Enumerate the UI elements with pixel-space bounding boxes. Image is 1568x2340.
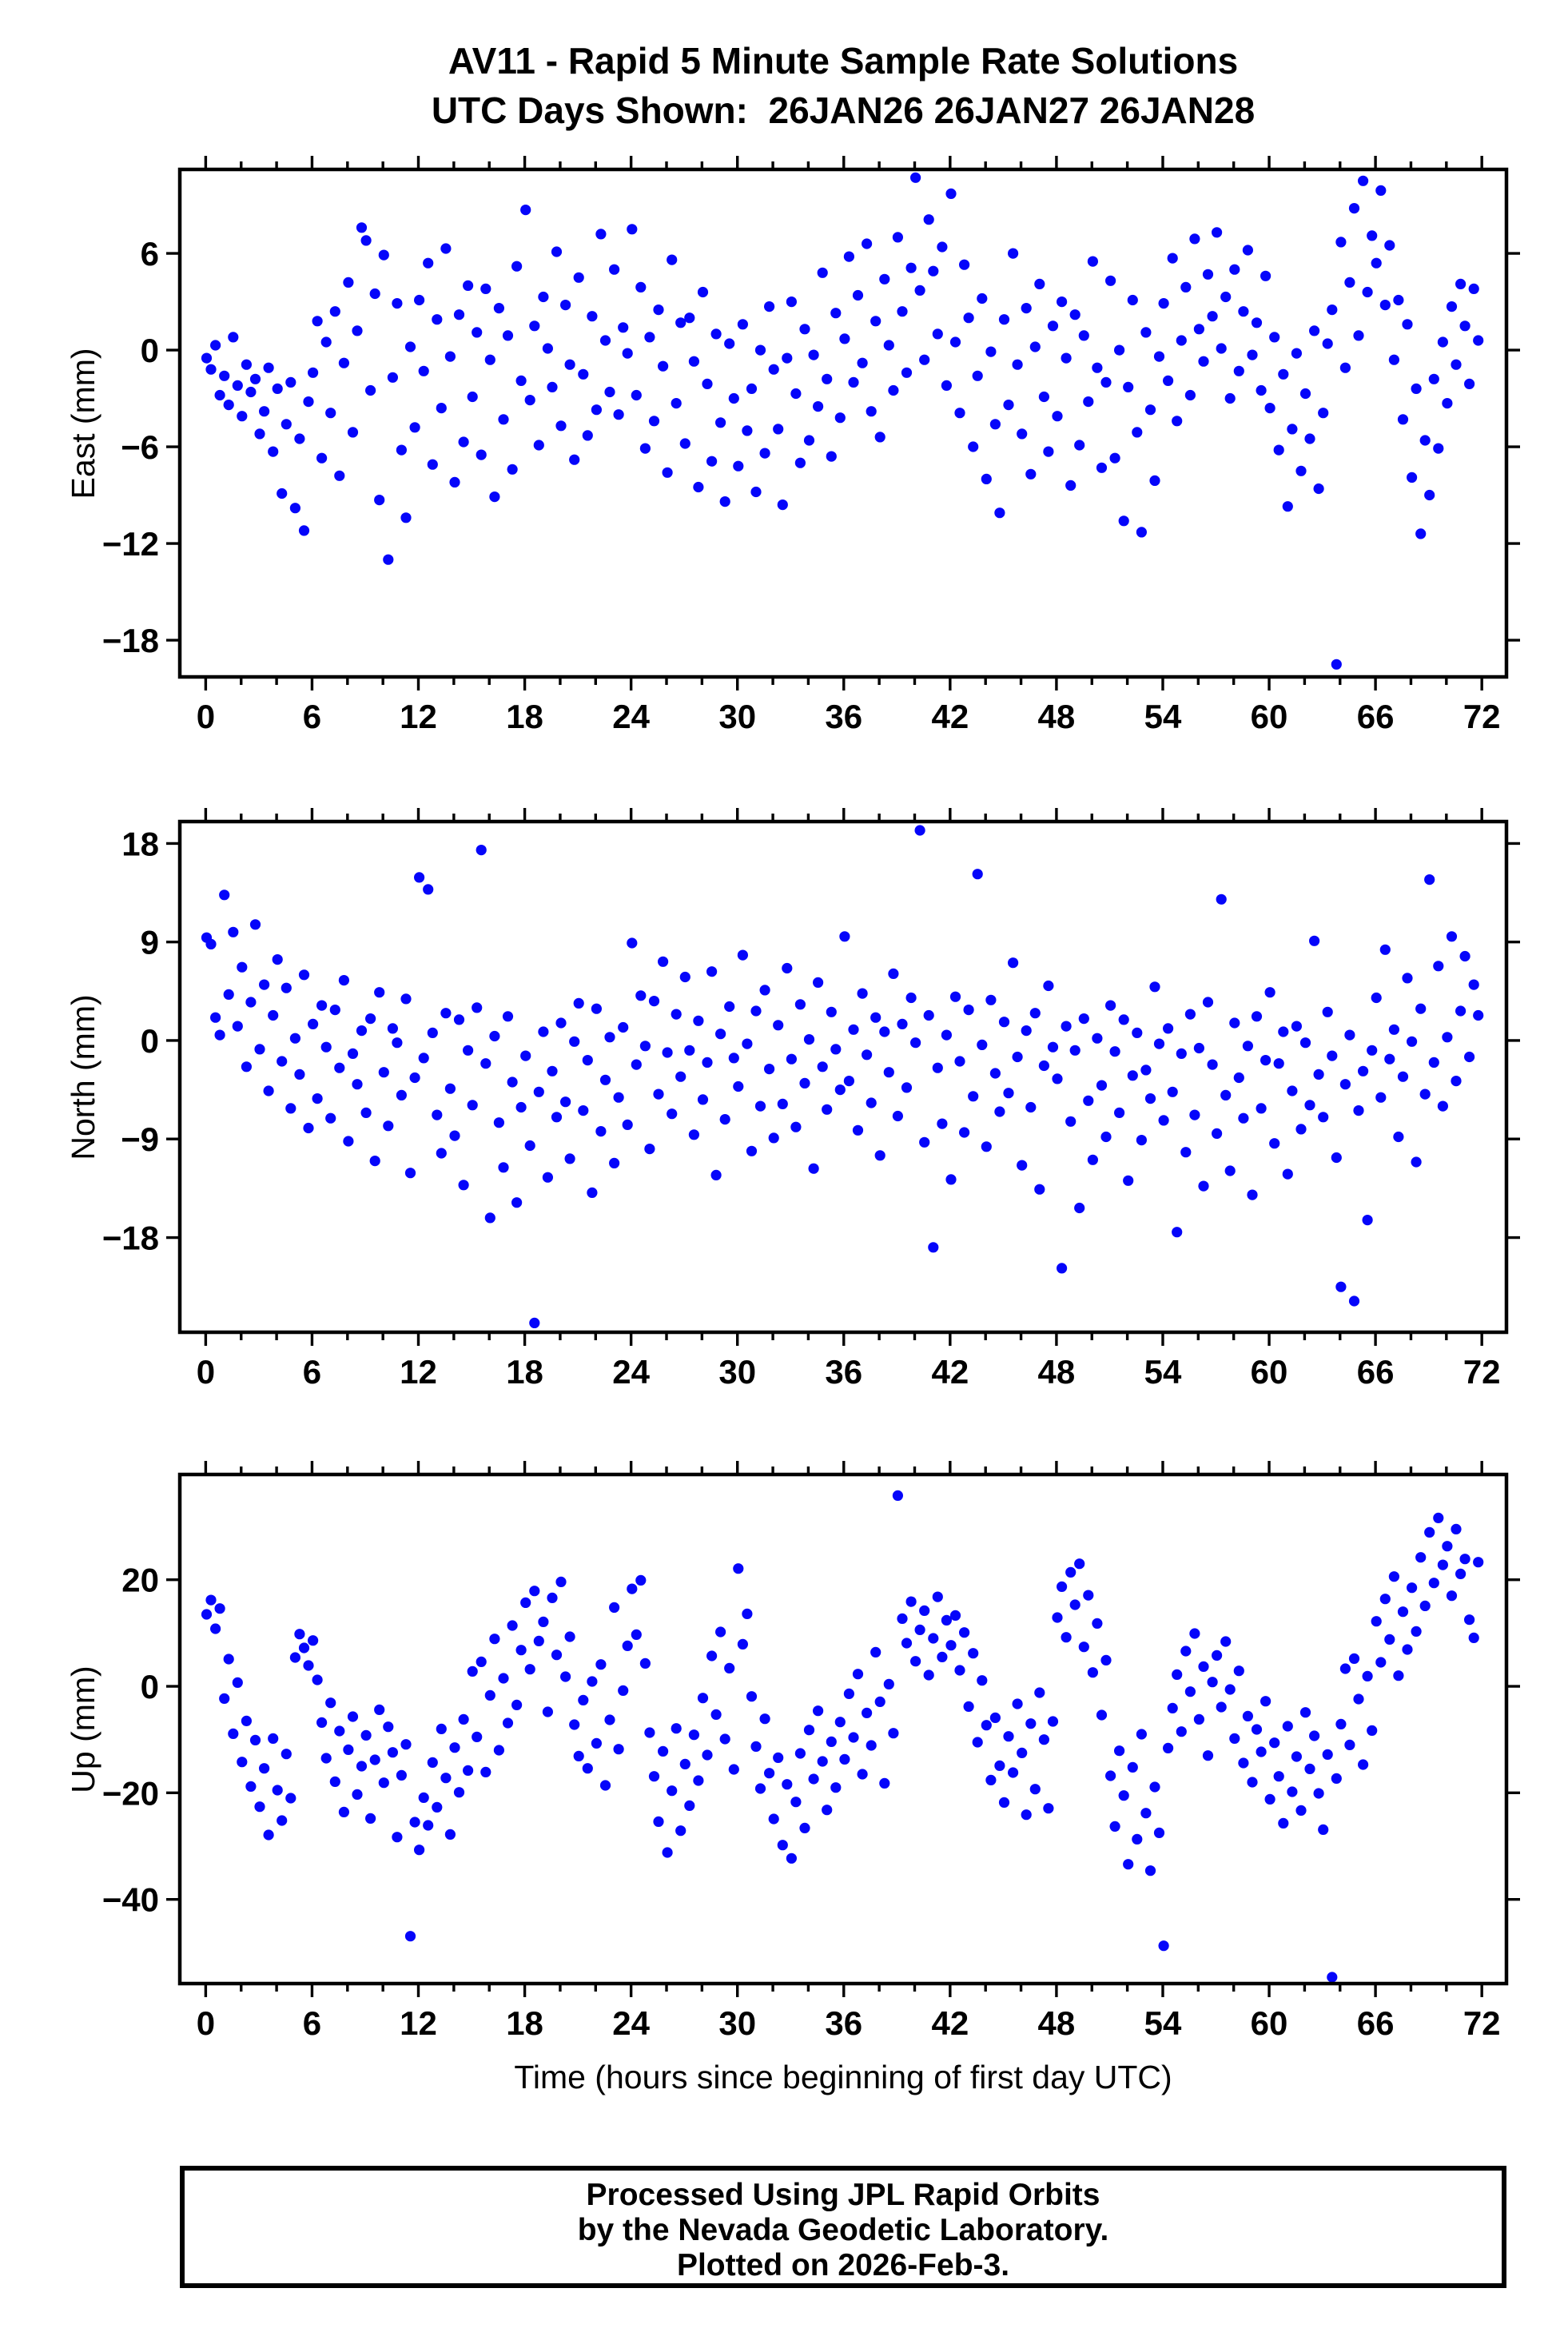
x-tick-label: 0 — [197, 1353, 215, 1391]
x-tick-label: 6 — [303, 1353, 321, 1391]
y-ticks: 18 9 0 −9 −18 — [102, 825, 1520, 1257]
footer-box: Processed Using JPL Rapid Orbits by the … — [180, 2166, 1506, 2288]
x-tick-label: 48 — [1038, 698, 1076, 735]
x-tick-label: 24 — [612, 2004, 650, 2042]
x-tick-label: 36 — [825, 2004, 862, 2042]
x-tick-label: 24 — [612, 1353, 650, 1391]
x-tick-label: 60 — [1251, 2004, 1288, 2042]
footer-line-2: by the Nevada Geodetic Laboratory. — [577, 2213, 1109, 2247]
x-tick-label: 0 — [197, 698, 215, 735]
plot-frame — [177, 1472, 1509, 1986]
y-tick-label: 0 — [141, 1668, 159, 1705]
y-tick-label: 6 — [141, 235, 159, 273]
y-tick-label: 20 — [121, 1562, 159, 1599]
x-tick-label: 72 — [1463, 1353, 1501, 1391]
north-axis-label: North (mm) — [65, 994, 101, 1160]
x-tick-label: 36 — [825, 1353, 862, 1391]
x-tick-label: 66 — [1357, 2004, 1395, 2042]
x-minor-ticks — [240, 814, 1448, 1340]
figure-title: AV11 - Rapid 5 Minute Sample Rate Soluti… — [448, 40, 1239, 82]
x-major-ticks: 0 6 12 18 24 30 36 42 48 54 60 66 72 — [197, 156, 1501, 735]
y-tick-label: 0 — [141, 332, 159, 369]
x-tick-label: 42 — [931, 1353, 969, 1391]
footer-line-1: Processed Using JPL Rapid Orbits — [586, 2178, 1100, 2212]
plot-frame — [177, 167, 1509, 679]
x-tick-label: 6 — [303, 698, 321, 735]
x-tick-label: 54 — [1144, 698, 1182, 735]
y-tick-label: −9 — [121, 1120, 159, 1158]
y-tick-label: 18 — [121, 825, 159, 862]
x-major-ticks: 0 6 12 18 24 30 36 42 48 54 60 66 72 — [197, 1461, 1501, 2042]
x-tick-label: 30 — [718, 698, 756, 735]
x-tick-label: 42 — [931, 698, 969, 735]
x-tick-label: 60 — [1251, 1353, 1288, 1391]
up-plot-points — [201, 1490, 1484, 1983]
x-tick-label: 12 — [400, 1353, 437, 1391]
y-tick-label: −18 — [102, 622, 159, 659]
east-plot-points — [201, 172, 1484, 670]
y-tick-label: −6 — [121, 428, 159, 466]
north-plot-points — [201, 825, 1484, 1328]
x-tick-label: 36 — [825, 698, 862, 735]
x-tick-label: 66 — [1357, 698, 1395, 735]
x-tick-label: 72 — [1463, 698, 1501, 735]
y-tick-label: 9 — [141, 924, 159, 961]
x-tick-label: 18 — [506, 1353, 543, 1391]
x-tick-label: 48 — [1038, 2004, 1076, 2042]
x-tick-label: 60 — [1251, 698, 1288, 735]
north-plot: 0 6 12 18 24 30 36 42 48 54 60 66 72 18 9 0 −9 −18 — [102, 808, 1520, 1391]
x-tick-label: 12 — [400, 698, 437, 735]
x-tick-label: 30 — [718, 2004, 756, 2042]
footer-line-3: Plotted on 2026-Feb-3. — [676, 2248, 1010, 2282]
y-ticks: 6 0 −6 −12 −18 — [102, 235, 1520, 659]
x-tick-label: 0 — [197, 2004, 215, 2042]
y-tick-label: −20 — [102, 1774, 159, 1812]
x-tick-label: 66 — [1357, 1353, 1395, 1391]
x-minor-ticks — [240, 161, 1448, 685]
x-tick-label: 54 — [1144, 1353, 1182, 1391]
y-ticks: 20 0 −20 −40 — [102, 1562, 1520, 1919]
x-tick-label: 6 — [303, 2004, 321, 2042]
x-tick-label: 18 — [506, 698, 543, 735]
plot-frame — [177, 819, 1509, 1335]
x-tick-label: 42 — [931, 2004, 969, 2042]
y-tick-label: 0 — [141, 1022, 159, 1060]
x-tick-label: 30 — [718, 1353, 756, 1391]
figure-subtitle: UTC Days Shown: 26JAN26 26JAN27 26JAN28 — [431, 90, 1256, 131]
up-plot: 0 6 12 18 24 30 36 42 48 54 60 66 72 20 0 −20 −40 — [102, 1461, 1520, 2042]
y-tick-label: −18 — [102, 1220, 159, 1257]
east-axis-label: East (mm) — [65, 348, 101, 499]
x-major-ticks: 0 6 12 18 24 30 36 42 48 54 60 66 72 — [197, 808, 1501, 1391]
x-tick-label: 18 — [506, 2004, 543, 2042]
x-axis-label: Time (hours since beginning of first day… — [514, 2059, 1172, 2095]
x-tick-label: 54 — [1144, 2004, 1182, 2042]
x-tick-label: 48 — [1038, 1353, 1076, 1391]
y-tick-label: −40 — [102, 1881, 159, 1919]
x-minor-ticks — [240, 1466, 1448, 1992]
x-tick-label: 12 — [400, 2004, 437, 2042]
y-tick-label: −12 — [102, 525, 159, 563]
x-tick-label: 24 — [612, 698, 650, 735]
x-tick-label: 72 — [1463, 2004, 1501, 2042]
up-axis-label: Up (mm) — [65, 1665, 101, 1793]
